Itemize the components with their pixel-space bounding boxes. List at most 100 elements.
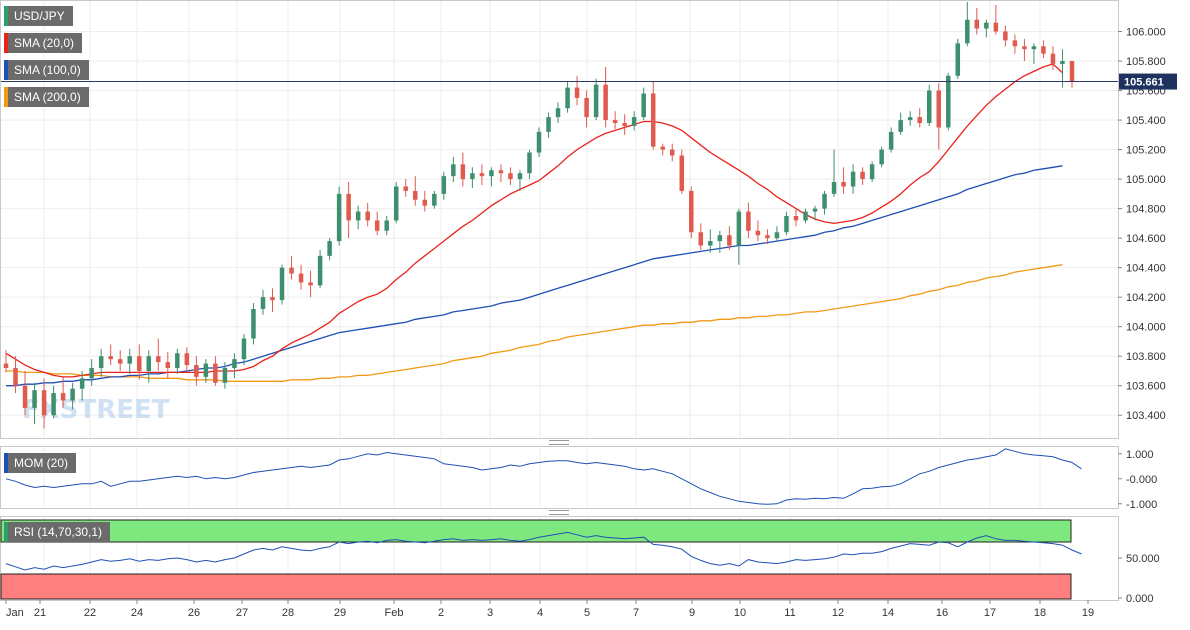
candle-body: [355, 211, 361, 221]
rsi-oversold-zone: [0, 573, 1072, 600]
candle-body: [79, 378, 85, 389]
current-price-badge: [1119, 73, 1177, 90]
candle: [993, 4, 999, 35]
candle-body: [108, 356, 113, 360]
candle: [413, 176, 418, 206]
candle: [1050, 46, 1056, 70]
candle-body: [489, 170, 494, 177]
candle: [270, 288, 275, 312]
candle: [479, 164, 485, 186]
candle: [517, 170, 523, 191]
candle: [831, 149, 837, 197]
candle-body: [194, 365, 199, 377]
candle: [241, 334, 247, 366]
legend-usdjpy[interactable]: USD/JPY: [4, 6, 73, 26]
candle-body: [336, 193, 342, 242]
rsi-line: [5, 531, 1082, 571]
candle-body: [498, 170, 504, 174]
candle: [393, 182, 399, 224]
y-tick-label: 105.000: [1126, 174, 1166, 186]
x-tick-label: 29: [334, 607, 346, 619]
candle-body: [13, 368, 18, 386]
y-tick-label: 106.000: [1126, 27, 1166, 39]
candle-body: [708, 241, 713, 246]
candle-body: [955, 43, 961, 76]
candle-body: [793, 216, 799, 221]
candle: [441, 171, 447, 200]
candle-body: [384, 220, 389, 231]
candle: [670, 143, 675, 162]
candle: [1069, 61, 1075, 88]
legend-sma100[interactable]: SMA (100,0): [4, 60, 89, 80]
candle-body: [622, 123, 627, 126]
candle-body: [946, 75, 951, 128]
candle: [974, 7, 980, 35]
candle-body: [869, 164, 875, 180]
candle: [841, 167, 846, 194]
legend-rsi[interactable]: RSI (14,70,30,1): [4, 522, 111, 542]
candle-body: [1060, 61, 1065, 64]
candle: [232, 353, 237, 379]
candle-body: [146, 356, 152, 371]
candle-body: [156, 356, 161, 363]
x-tick-label: 21: [34, 607, 46, 619]
candle-body: [936, 90, 941, 128]
candle: [708, 229, 713, 253]
candle: [698, 223, 704, 250]
candle-body: [298, 273, 304, 283]
candle: [746, 202, 751, 239]
candle-body: [184, 353, 190, 366]
candle: [955, 38, 961, 79]
candle: [1003, 25, 1008, 47]
y-tick-label: 104.400: [1126, 263, 1166, 275]
legend-mom[interactable]: MOM (20): [4, 453, 76, 473]
candle-body: [51, 393, 56, 416]
candle-body: [536, 131, 542, 153]
candle: [137, 344, 142, 380]
candle: [260, 289, 266, 315]
current-price-label: 105.661: [1124, 77, 1164, 89]
candle: [508, 167, 513, 186]
legend-sma200[interactable]: SMA (200,0): [4, 87, 89, 107]
candle-body: [308, 282, 313, 286]
candle: [175, 348, 180, 374]
candle: [803, 208, 808, 224]
x-tick-label: 17: [984, 607, 996, 619]
candle: [593, 78, 599, 121]
candle: [3, 350, 9, 373]
mom-line: [5, 448, 1082, 505]
candle: [765, 229, 770, 245]
candle-body: [403, 186, 408, 191]
candle-body: [736, 211, 742, 246]
candle-body: [641, 93, 646, 118]
candle-body: [746, 211, 751, 231]
candle-body: [670, 149, 675, 156]
candle: [165, 351, 171, 379]
candle-body: [22, 385, 28, 408]
candle-body: [222, 368, 228, 383]
candle: [527, 149, 532, 180]
candle: [660, 143, 665, 156]
candle-body: [822, 193, 827, 209]
x-tick-label: 11: [784, 607, 795, 619]
candle-body: [926, 90, 932, 124]
candle: [117, 350, 123, 371]
candle: [251, 303, 256, 345]
pane-splitter-main[interactable]: [549, 440, 569, 445]
candle: [460, 152, 466, 187]
candle-body: [508, 173, 513, 180]
candle-body: [365, 211, 370, 221]
watermark: FXSTREET: [22, 395, 170, 425]
legend-usdjpy-label: USD/JPY: [14, 9, 65, 23]
candle: [888, 127, 894, 153]
candle: [612, 111, 618, 129]
y-tick-label: 104.600: [1126, 233, 1166, 245]
pane-splitter-mom[interactable]: [549, 510, 569, 515]
candle-body: [717, 235, 723, 242]
candle: [184, 347, 190, 371]
candle-body: [898, 120, 903, 132]
candle-body: [555, 108, 561, 118]
legend-sma20[interactable]: SMA (20,0): [4, 33, 83, 53]
x-tick-label: 3: [487, 607, 493, 619]
